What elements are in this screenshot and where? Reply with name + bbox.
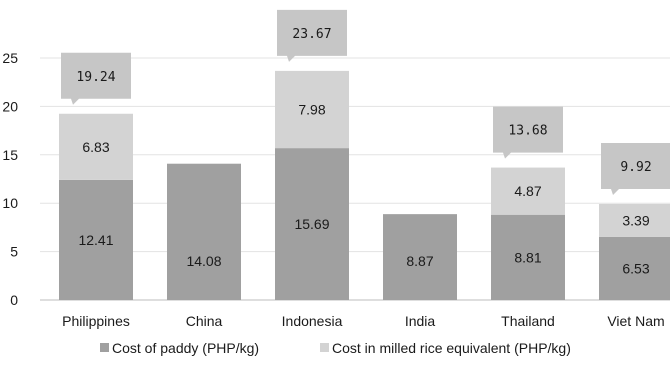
label-milled-thailand: 4.87 (514, 183, 541, 199)
bar-paddy-china (167, 163, 241, 300)
total-callout-thailand (493, 106, 563, 159)
legend-swatch-paddy (100, 343, 109, 352)
total-callout-philippines (61, 52, 131, 105)
bar-milled-viet-nam (599, 203, 670, 237)
gridlines (40, 57, 670, 301)
bar-milled-thailand (491, 167, 565, 215)
bar-paddy-viet-nam (599, 236, 670, 300)
y-axis: 0 5 10 15 20 25 (2, 50, 18, 308)
y-tick-label-15: 15 (2, 147, 18, 163)
label-milled-philippines: 6.83 (82, 139, 109, 155)
label-milled-indonesia: 7.98 (298, 101, 325, 117)
total-label-indonesia: 23.67 (292, 27, 331, 42)
x-tick-label-philippines: Philippines (62, 313, 130, 329)
bar-milled-indonesia (275, 70, 349, 149)
bar-paddy-philippines (59, 179, 133, 300)
bar-milled-philippines (59, 113, 133, 180)
label-milled-viet-nam: 3.39 (622, 212, 649, 228)
total-callout-indonesia (277, 9, 347, 62)
bar-paddy-india (383, 214, 457, 300)
bar-value-labels: 12.41 6.83 14.08 15.69 7.98 8.87 8.81 4.87 6.53 3… (78, 101, 649, 276)
total-label-viet-nam: 9.92 (620, 160, 651, 175)
legend-label-milled: Cost in milled rice equivalent (PHP/kg) (332, 340, 571, 356)
label-paddy-viet-nam: 6.53 (622, 260, 649, 276)
x-tick-label-thailand: Thailand (501, 313, 555, 329)
label-paddy-india: 8.87 (406, 253, 433, 269)
total-label-philippines: 19.24 (76, 70, 115, 85)
x-tick-label-india: India (405, 313, 436, 329)
label-paddy-indonesia: 15.69 (294, 216, 329, 232)
x-tick-label-viet-nam: Viet Nam (607, 313, 664, 329)
y-tick-label-10: 10 (2, 195, 18, 211)
label-paddy-china: 14.08 (186, 253, 221, 269)
label-paddy-thailand: 8.81 (514, 249, 541, 265)
bar-paddy-indonesia (275, 148, 349, 300)
legend-swatch-milled (320, 343, 329, 352)
label-paddy-philippines: 12.41 (78, 232, 113, 248)
x-axis-category-labels: Philippines China Indonesia India Thailand Vi… (62, 313, 665, 329)
y-tick-label-0: 0 (10, 292, 18, 308)
y-tick-label-25: 25 (2, 50, 18, 66)
bar-paddy-thailand (491, 214, 565, 300)
total-callouts: 19.24 23.67 13.68 9.92 (61, 9, 670, 195)
bars (59, 70, 670, 300)
legend: Cost of paddy (PHP/kg) Cost in milled ric… (100, 340, 571, 356)
y-tick-label-5: 5 (10, 244, 18, 260)
x-tick-label-indonesia: Indonesia (282, 313, 343, 329)
legend-label-paddy: Cost of paddy (PHP/kg) (112, 340, 259, 356)
total-label-thailand: 13.68 (508, 124, 547, 139)
x-tick-label-china: China (186, 313, 223, 329)
total-callout-viet-nam (601, 142, 670, 195)
y-tick-label-20: 20 (2, 98, 18, 114)
